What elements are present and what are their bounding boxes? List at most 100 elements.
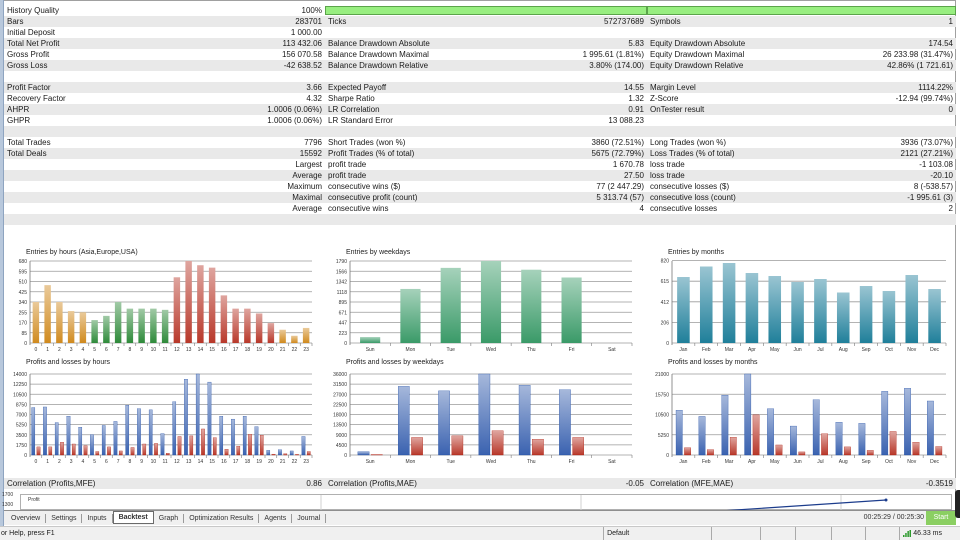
svg-text:22: 22 [292, 347, 298, 353]
svg-text:14000: 14000 [13, 372, 27, 378]
stats-cell: Total Trades 7796 [4, 137, 325, 148]
stats-row: Maximal consecutive profit (count) 5 313.7… [4, 192, 956, 203]
stat-value: 2121 (27.21%) [900, 149, 953, 158]
stats-cell: Short Trades (won %) 3860 (72.51%) [325, 137, 647, 148]
stats-cell: Balance Drawdown Relative 3.80% (174.00) [325, 60, 647, 71]
stat-label: LR Standard Error [328, 116, 393, 125]
stat-value: -1 995.61 (3) [907, 193, 953, 202]
stats-cell: Expected Payoff 14.55 [325, 82, 647, 93]
scroll-handle[interactable] [955, 490, 960, 518]
svg-text:May: May [770, 459, 780, 465]
stat-label: profit trade [328, 171, 367, 180]
svg-text:22: 22 [292, 459, 298, 465]
svg-text:11: 11 [163, 347, 168, 353]
stats-cell: Maximal [4, 192, 325, 203]
chart-title: Profits and losses by months [668, 359, 758, 366]
stat-value: 2 [948, 204, 953, 213]
signal-icon [903, 530, 912, 537]
svg-text:15: 15 [209, 347, 215, 353]
value: 0.86 [306, 479, 322, 488]
stat-value: 15592 [299, 149, 322, 158]
svg-text:2: 2 [58, 459, 61, 465]
svg-text:Jul: Jul [817, 459, 823, 465]
stats-cell: Margin Level 1114.22% [647, 82, 956, 93]
tab-settings[interactable]: Settings [46, 513, 83, 523]
stats-cell: Loss Trades (% of total) 2121 (27.21%) [647, 148, 956, 159]
stats-cell [325, 5, 647, 16]
stat-value: 1 000.00 [290, 28, 322, 37]
stats-cell: Total Deals 15592 [4, 148, 325, 159]
tab-journal[interactable]: Journal [292, 513, 327, 523]
stat-value: -42 638.52 [283, 61, 322, 70]
stat-label: consecutive losses ($) [650, 182, 730, 191]
svg-text:May: May [770, 347, 780, 353]
stat-value: 5 313.74 (57) [596, 193, 644, 202]
stats-cell: Average [4, 203, 325, 214]
tab-overview[interactable]: Overview [6, 513, 47, 523]
stat-value: 13 088.23 [608, 116, 644, 125]
tab-backtest[interactable]: Backtest [112, 510, 154, 524]
stats-cell: Recovery Factor 4.32 [4, 93, 325, 104]
stats-cell: loss trade -20.10 [647, 170, 956, 181]
svg-text:14: 14 [198, 459, 204, 465]
stat-value: 3.80% (174.00) [589, 61, 644, 70]
mini-chart-legend: Profit [28, 497, 40, 503]
svg-text:1790: 1790 [336, 259, 347, 265]
stats-row: Gross Loss -42 638.52 Balance Drawdown Rel… [4, 60, 956, 71]
stat-label: LR Correlation [328, 105, 380, 114]
ping-value: 46.33 ms [913, 529, 942, 537]
stats-cell: Largest [4, 159, 325, 170]
stat-label: Short Trades (won %) [328, 138, 406, 147]
stats-row: Total Deals 15592 Profit Trades (% of tota… [4, 148, 956, 159]
stat-value: 5675 (72.79%) [591, 149, 644, 158]
stats-row: Total Net Profit 113 432.06 Balance Drawdo… [4, 38, 956, 49]
stat-label: Gross Loss [7, 61, 48, 70]
mini-chart-y-label: 1700 [2, 492, 14, 498]
svg-text:5: 5 [93, 459, 96, 465]
svg-text:Sep: Sep [862, 347, 871, 353]
stats-row: GHPR 1.0006 (0.06%) LR Standard Error 13 08… [4, 115, 956, 126]
start-button[interactable]: Start [926, 511, 956, 525]
stats-cell: Equity Drawdown Relative 42.86% (1 721.61… [647, 60, 956, 71]
svg-text:5: 5 [93, 347, 96, 353]
tab-graph[interactable]: Graph [154, 513, 185, 523]
status-seg [759, 526, 795, 540]
stat-label: Profit Trades (% of total) [328, 149, 415, 158]
svg-text:3: 3 [70, 347, 73, 353]
stat-label: Expected Payoff [328, 83, 387, 92]
stat-label: Z-Score [650, 94, 679, 103]
svg-text:0: 0 [34, 459, 37, 465]
stat-value: 42.86% (1 721.61) [887, 61, 953, 70]
stats-cell [647, 71, 956, 82]
chart-title: Entries by weekdays [346, 249, 411, 256]
stats-row: Maximum consecutive wins ($) 77 (2 447.29)… [4, 181, 956, 192]
stats-cell: consecutive loss (count) -1 995.61 (3) [647, 192, 956, 203]
stat-label: Equity Drawdown Absolute [650, 39, 746, 48]
svg-text:Wed: Wed [486, 347, 496, 353]
tab-inputs[interactable]: Inputs [82, 513, 113, 523]
elapsed-timer: 00:25:29 / 00:25:30 [863, 514, 924, 521]
svg-text:0: 0 [34, 347, 37, 353]
svg-text:23: 23 [303, 459, 309, 465]
svg-text:7: 7 [117, 459, 120, 465]
svg-text:Feb: Feb [702, 347, 711, 353]
svg-text:Fri: Fri [569, 347, 575, 353]
status-ping[interactable]: 46.33 ms [899, 526, 960, 540]
svg-text:Feb: Feb [702, 459, 711, 465]
stats-row [4, 214, 956, 225]
svg-text:10500: 10500 [655, 413, 669, 419]
svg-text:Wed: Wed [486, 459, 496, 465]
svg-text:14: 14 [198, 347, 204, 353]
left-panel-edge [0, 0, 4, 530]
svg-text:1118: 1118 [337, 290, 348, 296]
chart-title: Profits and losses by weekdays [346, 359, 444, 366]
stat-label: consecutive wins [328, 204, 389, 213]
svg-text:4: 4 [81, 459, 84, 465]
svg-text:Oct: Oct [885, 347, 893, 353]
tab-optimization-results[interactable]: Optimization Results [184, 513, 260, 523]
stat-label: Ticks [328, 17, 347, 26]
tab-agents[interactable]: Agents [259, 513, 293, 523]
svg-text:Jul: Jul [817, 347, 823, 353]
stat-value: -1 103.08 [919, 160, 953, 169]
svg-text:27000: 27000 [333, 392, 347, 398]
